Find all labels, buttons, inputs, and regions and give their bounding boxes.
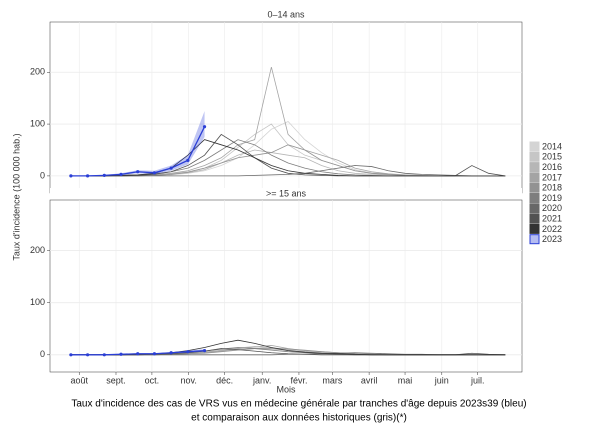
x-tick-label: juin xyxy=(434,375,449,385)
legend-label: 2019 xyxy=(542,193,562,203)
panel-title: >= 15 ans xyxy=(266,188,307,198)
legend-label: 2021 xyxy=(542,213,562,223)
data-point xyxy=(152,352,157,356)
y-tick-label: 200 xyxy=(30,245,45,255)
y-tick-label: 100 xyxy=(30,297,45,307)
legend-swatch xyxy=(529,172,540,183)
y-tick-label: 0 xyxy=(40,170,45,180)
legend-label: 2018 xyxy=(542,183,562,193)
x-tick-label: sept. xyxy=(106,375,126,385)
data-point xyxy=(202,125,207,129)
y-tick-label: 100 xyxy=(30,118,45,128)
x-tick-label: avril xyxy=(361,375,378,385)
x-tick-label: janv. xyxy=(252,375,271,385)
legend-label: 2016 xyxy=(542,162,562,172)
legend-label: 2023 xyxy=(542,234,562,244)
panel-background xyxy=(49,199,523,373)
caption: et comparaison aux données historiques (… xyxy=(191,413,407,424)
data-point xyxy=(152,171,157,175)
x-tick-label: mars xyxy=(322,375,342,385)
series-line xyxy=(70,139,506,177)
legend-swatch xyxy=(529,193,540,203)
legend-label: 2017 xyxy=(542,172,562,182)
data-point xyxy=(102,353,106,357)
legend-label: 2022 xyxy=(542,224,562,234)
legend-swatch xyxy=(529,141,540,152)
data-point xyxy=(169,166,173,170)
legend-label: 2015 xyxy=(542,152,562,162)
legend-swatch xyxy=(529,162,540,173)
panel-strip xyxy=(50,8,522,22)
data-point xyxy=(85,174,90,178)
legend-label: 2020 xyxy=(542,203,562,213)
x-tick-label: déc. xyxy=(216,375,233,385)
x-tick-label: juil. xyxy=(470,375,485,385)
data-point xyxy=(85,353,90,357)
panel-background xyxy=(49,21,523,194)
x-tick-label: août xyxy=(70,375,88,385)
series-line xyxy=(70,165,506,177)
y-axis-label: Taux d'incidence (100 000 hab.) xyxy=(11,133,21,260)
legend-swatch xyxy=(529,223,540,234)
x-tick-label: mai xyxy=(398,375,413,385)
data-point xyxy=(169,351,173,355)
data-point xyxy=(186,350,190,354)
data-point xyxy=(119,172,123,176)
x-tick-label: oct. xyxy=(145,375,160,385)
x-tick-label: nov. xyxy=(181,375,197,385)
data-point xyxy=(69,174,73,178)
data-point xyxy=(69,353,73,357)
data-point xyxy=(119,352,123,356)
data-point xyxy=(136,352,140,356)
legend-swatch xyxy=(529,234,540,245)
data-point xyxy=(202,349,207,353)
y-tick-label: 200 xyxy=(30,67,45,77)
legend-swatch xyxy=(529,203,540,214)
legend-swatch xyxy=(529,182,540,193)
data-point xyxy=(136,170,140,174)
panel-strip xyxy=(50,188,522,200)
panel-title: 0–14 ans xyxy=(267,9,305,19)
legend-swatch xyxy=(529,213,540,224)
y-tick-label: 0 xyxy=(40,349,45,359)
x-axis-label: Mois xyxy=(276,384,296,394)
x-tick-label: févr. xyxy=(290,375,307,385)
legend-swatch xyxy=(529,151,540,162)
data-point xyxy=(102,173,106,177)
legend-label: 2014 xyxy=(542,141,562,151)
data-point xyxy=(186,158,190,162)
caption: Taux d'incidence des cas de VRS vus en m… xyxy=(71,399,526,410)
